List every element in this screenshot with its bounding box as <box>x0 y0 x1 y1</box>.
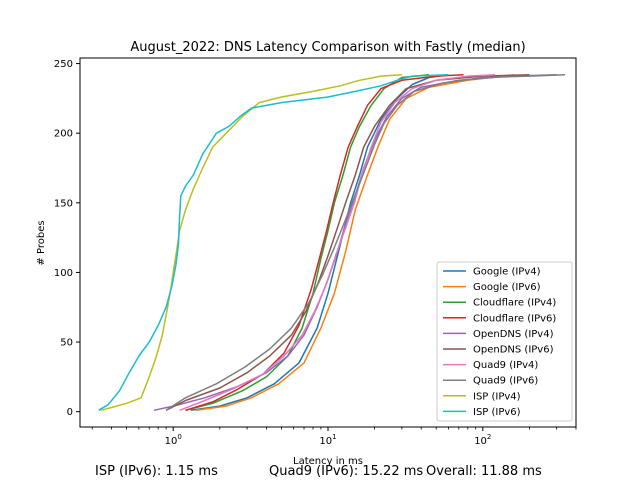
legend-label-5: OpenDNS (IPv6) <box>473 345 554 356</box>
summary-footer: ISP (IPv6): 1.15 ms Quad9 (IPv6): 15.22 … <box>0 464 640 482</box>
y-tick-label-2: 100 <box>54 268 73 279</box>
legend-label-1: Google (IPv6) <box>473 282 541 293</box>
axis-layer: 0 50 100 150 200 250 100 101 102 <box>54 59 577 447</box>
series-line-2 <box>185 73 430 412</box>
quad9-ipv6-median-text: Quad9 (IPv6): 15.22 ms <box>269 464 424 479</box>
series-layer <box>98 73 566 412</box>
overall-median-text: Overall: 11.88 ms <box>426 464 542 479</box>
legend-box <box>436 261 573 422</box>
chart-title: August_2022: DNS Latency Comparison with… <box>130 40 525 55</box>
x-tick-label-1: 101 <box>319 433 336 447</box>
series-line-9 <box>98 73 449 411</box>
series-line-5 <box>165 73 530 411</box>
legend-label-4: OpenDNS (IPv4) <box>473 329 554 340</box>
legend-label-3: Cloudflare (IPv6) <box>473 313 556 324</box>
series-line-1 <box>195 73 515 412</box>
x-axis-label: Latency in ms <box>293 456 363 467</box>
series-line-6 <box>179 73 496 411</box>
y-tick-label-0: 0 <box>67 407 73 418</box>
legend-label-2: Cloudflare (IPv4) <box>473 298 556 309</box>
y-axis-label: # Probes <box>36 220 47 265</box>
y-tick-label-1: 50 <box>60 338 73 349</box>
legend-label-7: Quad9 (IPv6) <box>473 376 538 387</box>
isp-ipv6-median-text: ISP (IPv6): 1.15 ms <box>95 464 218 479</box>
legend-label-0: Google (IPv4) <box>473 267 541 278</box>
y-tick-label-3: 150 <box>54 198 73 209</box>
x-tick-label-2: 102 <box>474 433 491 447</box>
legend: Google (IPv4) Google (IPv6) Cloudflare (IP… <box>436 261 573 422</box>
legend-label-9: ISP (IPv6) <box>473 407 521 418</box>
y-tick-label-4: 200 <box>54 129 73 140</box>
series-line-8 <box>100 73 402 412</box>
series-line-7 <box>165 73 566 411</box>
y-tick-label-5: 250 <box>54 59 73 70</box>
x-tick-label-0: 100 <box>165 433 182 447</box>
legend-label-6: Quad9 (IPv4) <box>473 360 538 371</box>
legend-label-8: ISP (IPv4) <box>473 391 521 402</box>
